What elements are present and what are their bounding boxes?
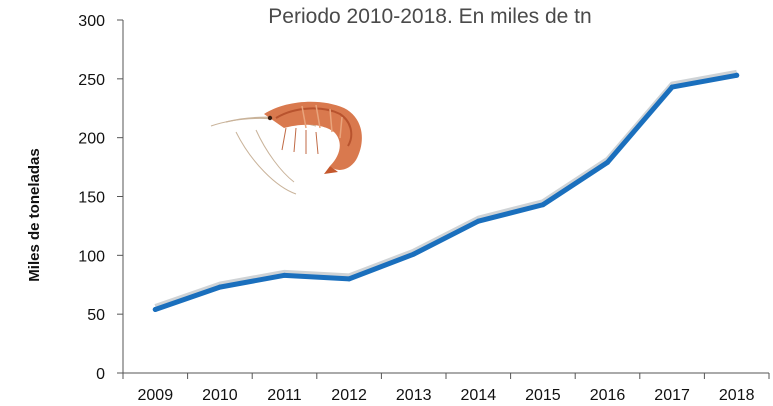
data-point [734, 72, 740, 78]
y-ticks: 0 50 100 150 200 250 300 [78, 13, 123, 383]
x-tick-label: 2009 [138, 387, 174, 404]
y-tick-label: 150 [78, 190, 105, 207]
series-line [152, 72, 740, 312]
x-tick-label: 2012 [331, 387, 367, 404]
y-tick-label: 100 [78, 248, 105, 265]
x-tick-label: 2016 [590, 387, 626, 404]
data-point [605, 159, 610, 165]
x-tick-label: 2011 [267, 387, 302, 404]
y-tick-label: 250 [78, 72, 105, 89]
x-tick-label: 2017 [654, 387, 690, 404]
data-point [669, 84, 675, 90]
data-point [282, 272, 287, 278]
chart-title: Periodo 2010-2018. En miles de tn [268, 5, 591, 28]
y-tick-label: 200 [78, 131, 105, 148]
data-point [217, 284, 223, 290]
data-point [411, 251, 417, 257]
axes [122, 20, 769, 374]
shrimp-icon [210, 101, 362, 195]
series-layer [152, 69, 740, 312]
x-tick-label: 2015 [525, 387, 561, 404]
data-point [152, 306, 158, 312]
data-point [475, 218, 481, 224]
x-tick-label: 2018 [719, 387, 755, 404]
x-tick-label: 2010 [202, 387, 238, 404]
y-tick-label: 300 [78, 13, 105, 30]
x-tick-label: 2014 [461, 387, 497, 404]
series-line-shadow [154, 69, 738, 309]
x-ticks: 2009 2010 2011 2012 2013 2014 2015 2016 2017 2018 [122, 373, 770, 404]
data-point [346, 276, 352, 282]
x-tick-label: 2013 [396, 387, 432, 404]
y-tick-label: 50 [87, 307, 105, 324]
data-point [540, 202, 546, 208]
y-tick-label: 0 [96, 366, 105, 383]
y-axis-label: Miles de toneladas [26, 148, 43, 281]
